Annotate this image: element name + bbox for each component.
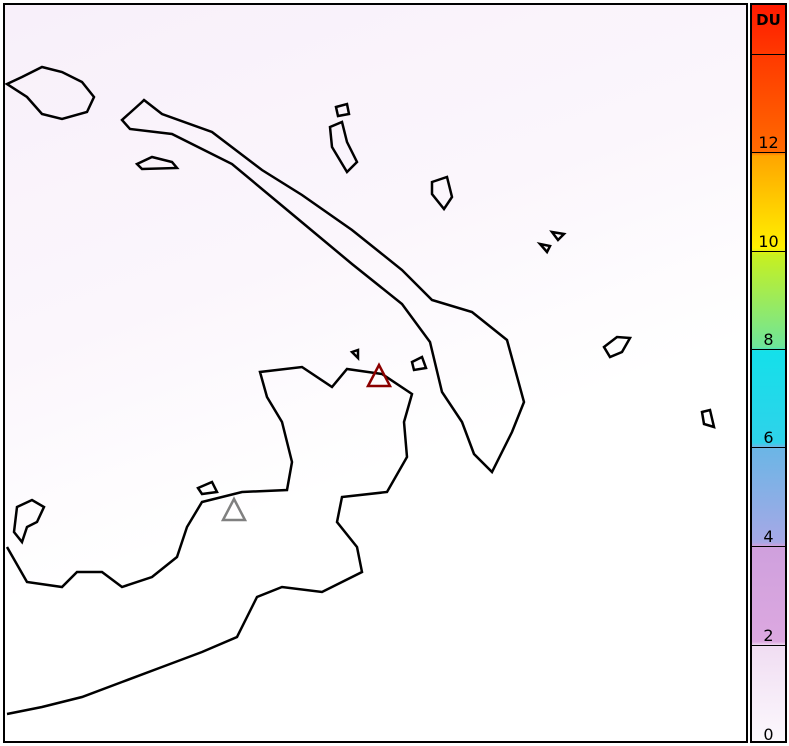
colorbar-tick-label: 0 xyxy=(763,725,774,744)
colorbar-tick xyxy=(752,251,785,252)
coastline-small-island xyxy=(196,480,219,496)
coastline-northwest-island xyxy=(5,65,96,121)
colorbar-tick-label: 12 xyxy=(758,133,779,152)
coastline-small-island xyxy=(334,102,351,118)
colorbar-tick-label: 6 xyxy=(763,428,774,447)
coastline-new-ireland xyxy=(120,98,526,475)
coastline-small-island xyxy=(602,335,633,359)
coastline-small-island xyxy=(430,175,454,212)
colorbar-tick xyxy=(752,54,785,55)
volcano-marker xyxy=(220,496,248,522)
coastline-small-island xyxy=(349,348,428,372)
colorbar-tick-label: 4 xyxy=(763,527,774,546)
coastline-west-island xyxy=(12,498,46,545)
colorbar-unit-label: DU xyxy=(756,11,781,29)
coastline-small-island xyxy=(700,408,716,429)
colorbar-tick xyxy=(752,546,785,547)
colorbar-tick-label: 8 xyxy=(763,330,774,349)
colorbar-tick xyxy=(752,645,785,646)
colorbar-tick-label: 10 xyxy=(758,232,779,251)
colorbar-tick xyxy=(752,152,785,153)
coastline-small-island xyxy=(328,120,359,175)
active-volcano-marker xyxy=(365,362,393,388)
colorbar-tick xyxy=(752,349,785,350)
coastline-small-island xyxy=(134,155,180,171)
coastline-new-britain-mainland xyxy=(5,365,414,716)
colorbar-tick xyxy=(752,447,785,448)
colorbar: DU 0 2 4 6 8 10 12 xyxy=(750,3,787,744)
colorbar-tick-label: 2 xyxy=(763,626,774,645)
map-panel xyxy=(3,3,748,743)
coastline-small-island xyxy=(536,230,567,255)
